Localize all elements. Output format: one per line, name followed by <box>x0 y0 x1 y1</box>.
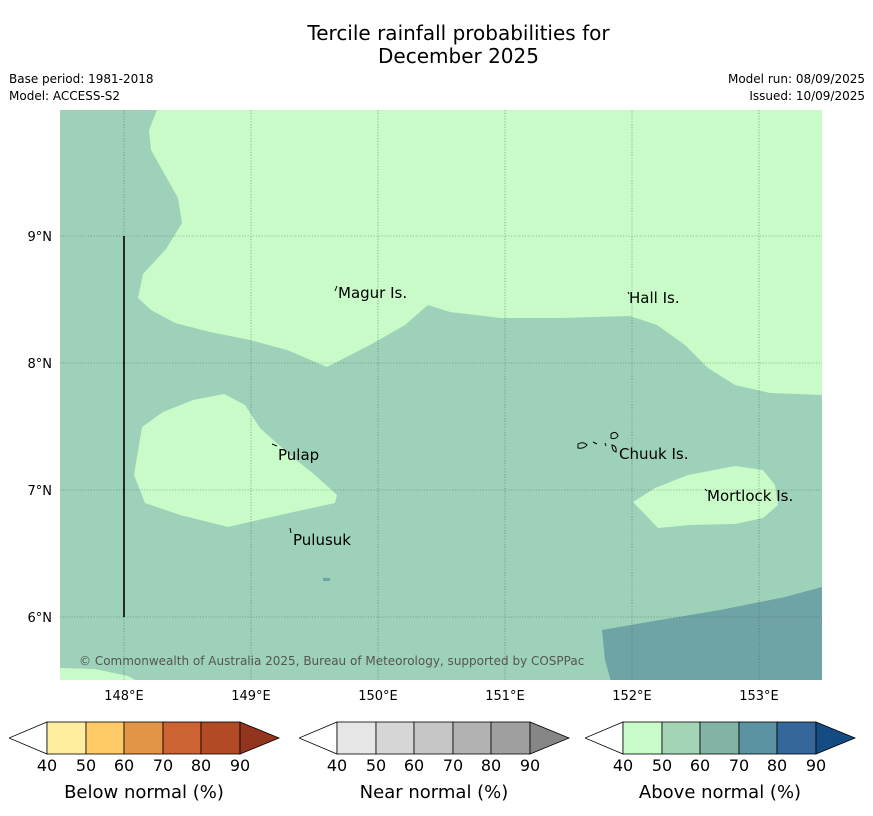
place-label-hall: Hall Is. <box>629 289 680 307</box>
cb-swatch <box>490 721 531 755</box>
cb-swatch <box>297 721 338 755</box>
meta-right: Model run: 08/09/2025 Issued: 10/09/2025 <box>728 71 865 105</box>
cb-tick: 40 <box>326 756 348 775</box>
meta-left: Base period: 1981-2018 Model: ACCESS-S2 <box>9 71 154 105</box>
cb-swatch <box>239 721 281 755</box>
cb-swatch <box>699 721 740 755</box>
cb-tick: 70 <box>728 756 750 775</box>
colorbar-near-svg <box>297 721 571 755</box>
lat-label: 7°N <box>28 484 53 499</box>
cb-swatch <box>162 721 202 755</box>
cb-swatch <box>622 721 663 755</box>
cb-swatch <box>529 721 571 755</box>
cb-tick: 80 <box>766 756 788 775</box>
model-run: Model run: 08/09/2025 <box>727 72 865 86</box>
map-title: Tercile rainfall probabilities for Decem… <box>0 22 873 68</box>
colorbar-above-svg <box>583 721 857 755</box>
place-label-chuuk: Chuuk Is. <box>619 445 688 463</box>
island-pulap <box>271 443 278 447</box>
map-fill <box>60 110 822 680</box>
cb-tick: 90 <box>519 756 541 775</box>
cb-swatch <box>375 721 415 755</box>
cb-swatch <box>815 721 857 755</box>
cb-tick: 40 <box>612 756 634 775</box>
gridlines <box>60 110 822 680</box>
colorbar-above: 40 50 60 70 80 90 Above normal (%) <box>583 716 857 803</box>
cb-tick: 50 <box>365 756 387 775</box>
base-period: Base period: 1981-2018 <box>9 72 154 86</box>
cb-tick: 80 <box>190 756 212 775</box>
lat-label: 6°N <box>28 611 53 626</box>
island-magur <box>334 285 338 292</box>
zone-above-40-50-southwest <box>60 668 136 680</box>
cb-tick: 60 <box>113 756 135 775</box>
cb-swatch <box>7 721 48 755</box>
cb-swatch <box>661 721 701 755</box>
place-labels: Magur Is. Hall Is. Pulap Chuuk Is. Mortl… <box>278 284 793 549</box>
zone-above-60-70-southeast <box>602 587 822 680</box>
zone-above-40-50-pulap <box>134 394 337 527</box>
lat-label: 9°N <box>28 230 53 245</box>
issued-date: Issued: 10/09/2025 <box>749 89 865 103</box>
model-name: Model: ACCESS-S2 <box>9 89 121 103</box>
colorbar-below: 40 50 60 70 80 90 Below normal (%) <box>7 716 281 803</box>
lat-label: 8°N <box>28 357 53 372</box>
cb-tick: 80 <box>480 756 502 775</box>
colorbar-title: Above normal (%) <box>638 782 802 803</box>
lon-label: 148°E <box>104 689 144 704</box>
zone-small-patch <box>323 578 330 581</box>
zone-above-40-50-mortlock <box>633 466 778 528</box>
lon-label: 150°E <box>358 689 398 704</box>
cb-swatch <box>85 721 125 755</box>
place-label-pulusuk: Pulusuk <box>293 531 351 549</box>
place-label-mortlock: Mortlock Is. <box>707 487 793 505</box>
lon-label: 151°E <box>485 689 525 704</box>
zone-above-40-50-north <box>138 110 822 395</box>
island-hall <box>627 291 630 295</box>
cb-swatch <box>583 721 624 755</box>
cb-swatch <box>413 721 454 755</box>
cb-tick: 90 <box>229 756 251 775</box>
cb-tick: 40 <box>36 756 58 775</box>
cb-tick: 50 <box>651 756 673 775</box>
cb-tick: 90 <box>805 756 827 775</box>
colorbar-near: 40 50 60 70 80 90 Near normal (%) <box>297 716 571 803</box>
island-chuuk <box>577 431 619 453</box>
islands <box>271 285 708 534</box>
map-area: 9°N 8°N 7°N 6°N 148°E 149°E 150°E 151°E … <box>28 110 822 704</box>
cb-tick: 70 <box>442 756 464 775</box>
cb-tick: 70 <box>152 756 174 775</box>
cb-tick: 50 <box>75 756 97 775</box>
colorbar-title: Near normal (%) <box>359 782 509 803</box>
cb-swatch <box>336 721 377 755</box>
title-line-1: Tercile rainfall probabilities for <box>307 21 610 45</box>
lat-axis: 9°N 8°N 7°N 6°N <box>28 230 53 626</box>
lon-label: 152°E <box>612 689 652 704</box>
cb-swatch <box>46 721 87 755</box>
cb-swatch <box>123 721 164 755</box>
place-label-magur: Magur Is. <box>338 284 407 302</box>
island-pulusuk <box>289 527 292 534</box>
cb-swatch <box>200 721 241 755</box>
lon-label: 149°E <box>231 689 271 704</box>
colorbar-title: Below normal (%) <box>64 782 224 803</box>
cb-swatch <box>776 721 817 755</box>
title-line-2: December 2025 <box>378 44 539 68</box>
island-mortlock <box>704 488 708 492</box>
cb-tick: 60 <box>689 756 711 775</box>
map-svg: 9°N 8°N 7°N 6°N 148°E 149°E 150°E 151°E … <box>28 110 822 704</box>
place-label-pulap: Pulap <box>278 446 319 464</box>
cb-swatch <box>452 721 492 755</box>
lon-axis: 148°E 149°E 150°E 151°E 152°E 153°E <box>104 689 779 704</box>
lon-label: 153°E <box>739 689 779 704</box>
copyright-text: © Commonwealth of Australia 2025, Bureau… <box>79 654 584 668</box>
cb-swatch <box>738 721 778 755</box>
cb-tick: 60 <box>403 756 425 775</box>
colorbar-below-svg <box>7 721 281 755</box>
